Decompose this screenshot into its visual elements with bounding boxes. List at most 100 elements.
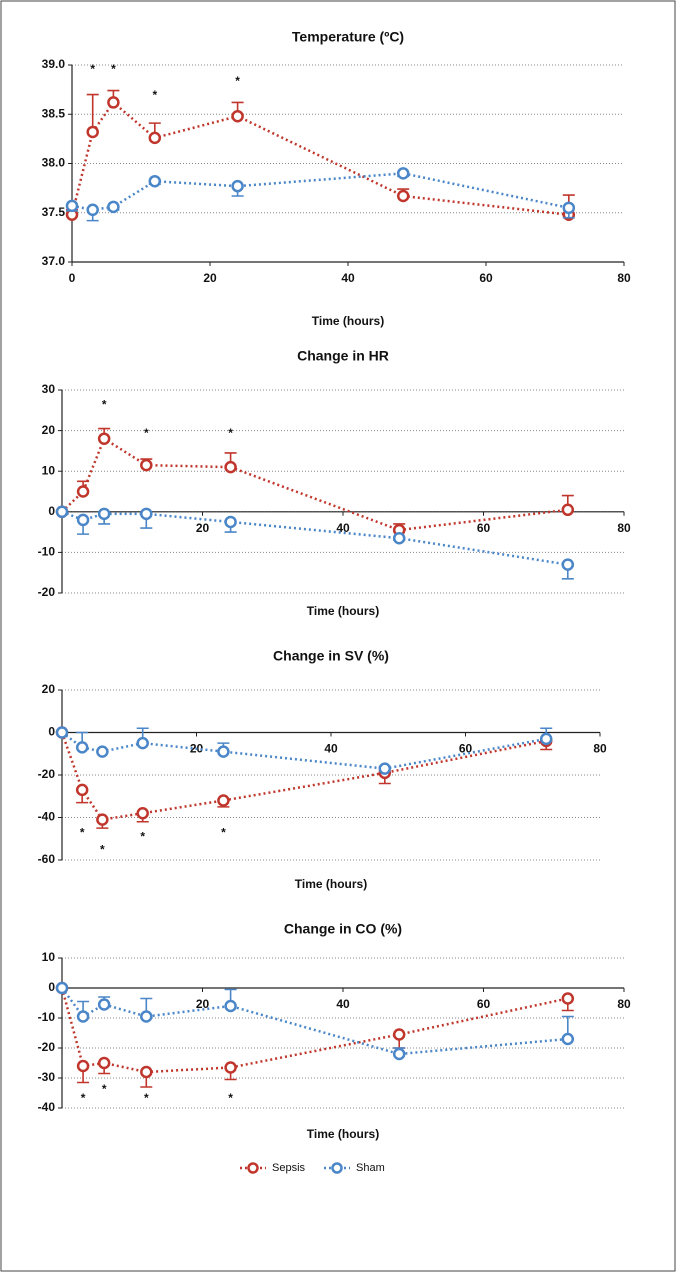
annotation: * xyxy=(228,426,233,440)
marker xyxy=(140,1010,153,1023)
y-tick-label: 37.0 xyxy=(42,254,66,268)
x-tick-label: 0 xyxy=(69,271,76,285)
marker xyxy=(217,794,230,807)
x-axis-label: Time (hours) xyxy=(295,877,367,891)
marker xyxy=(55,505,69,519)
y-tick-label: -60 xyxy=(38,852,56,866)
marker xyxy=(65,199,79,213)
marker xyxy=(396,167,410,180)
marker xyxy=(148,131,162,145)
marker xyxy=(86,203,99,217)
x-tick-label: 80 xyxy=(617,271,631,285)
marker xyxy=(76,513,90,527)
y-tick-label: -40 xyxy=(38,1100,56,1114)
annotation: * xyxy=(102,397,107,411)
chart-title: Change in HR xyxy=(297,348,389,364)
marker xyxy=(224,999,237,1013)
marker xyxy=(561,558,575,571)
y-tick-label: 0 xyxy=(48,504,55,518)
annotation: * xyxy=(144,1091,149,1105)
y-tick-label: 0 xyxy=(48,725,55,739)
x-tick-label: 60 xyxy=(477,997,491,1011)
y-tick-label: -10 xyxy=(38,545,56,559)
marker xyxy=(140,507,153,521)
marker xyxy=(378,762,392,775)
annotation: * xyxy=(140,830,145,844)
y-tick-label: 10 xyxy=(42,950,56,964)
y-tick-label: -20 xyxy=(38,585,56,599)
marker xyxy=(136,736,149,750)
x-tick-label: 80 xyxy=(617,997,631,1011)
x-tick-label: 20 xyxy=(196,997,210,1011)
annotation: * xyxy=(228,1091,233,1105)
x-axis-label: Time (hours) xyxy=(307,604,379,618)
marker xyxy=(392,1028,406,1041)
annotation: * xyxy=(221,825,226,839)
marker xyxy=(136,807,149,820)
marker xyxy=(97,1056,111,1070)
legend-marker xyxy=(247,1162,259,1174)
annotation: * xyxy=(235,74,240,88)
annotation: * xyxy=(90,62,95,76)
x-tick-label: 40 xyxy=(341,271,355,285)
marker xyxy=(231,179,244,193)
marker xyxy=(224,460,237,474)
annotation: * xyxy=(81,1091,86,1105)
marker xyxy=(55,726,69,739)
marker xyxy=(75,741,89,754)
legend-marker xyxy=(331,1162,343,1174)
marker xyxy=(97,507,111,521)
marker xyxy=(561,503,575,517)
y-tick-label: 10 xyxy=(42,463,56,477)
x-tick-label: 60 xyxy=(477,521,491,535)
x-tick-label: 60 xyxy=(479,271,493,285)
annotation: * xyxy=(152,88,157,102)
marker xyxy=(76,485,90,498)
y-tick-label: 20 xyxy=(42,682,56,696)
x-tick-label: 80 xyxy=(617,521,631,535)
chart-title: Temperature (ºC) xyxy=(292,29,404,45)
marker xyxy=(392,531,406,545)
marker xyxy=(231,109,244,123)
y-tick-label: 30 xyxy=(42,382,56,396)
x-tick-label: 20 xyxy=(203,271,217,285)
marker xyxy=(561,1032,575,1046)
x-tick-label: 20 xyxy=(196,521,210,535)
y-tick-label: -30 xyxy=(38,1070,56,1084)
marker xyxy=(76,1010,90,1023)
marker xyxy=(107,200,120,214)
annotation: * xyxy=(111,62,116,76)
x-tick-label: 40 xyxy=(324,742,338,756)
marker xyxy=(539,732,553,746)
y-tick-label: 38.0 xyxy=(42,156,66,170)
marker xyxy=(392,1047,406,1061)
y-tick-label: -20 xyxy=(38,1040,56,1054)
marker xyxy=(140,458,153,472)
y-tick-label: 20 xyxy=(42,423,56,437)
marker xyxy=(224,515,237,529)
marker xyxy=(224,1061,237,1074)
x-tick-label: 40 xyxy=(336,521,350,535)
y-tick-label: -40 xyxy=(38,810,56,824)
legend-label: Sham xyxy=(356,1162,385,1174)
marker xyxy=(562,201,576,215)
marker xyxy=(140,1065,153,1079)
annotation: * xyxy=(144,426,149,440)
marker xyxy=(55,981,69,995)
chart-title: Change in SV (%) xyxy=(273,648,389,664)
marker xyxy=(96,745,109,758)
marker xyxy=(97,432,111,445)
marker xyxy=(396,189,410,203)
annotation: * xyxy=(102,1082,107,1096)
y-tick-label: 39.0 xyxy=(42,57,66,71)
marker xyxy=(107,96,120,109)
marker xyxy=(148,174,162,188)
y-tick-label: -20 xyxy=(38,767,56,781)
y-tick-label: 37.5 xyxy=(42,205,66,219)
marker xyxy=(96,813,109,826)
x-tick-label: 60 xyxy=(459,742,473,756)
x-tick-label: 80 xyxy=(593,742,607,756)
marker xyxy=(97,998,111,1011)
